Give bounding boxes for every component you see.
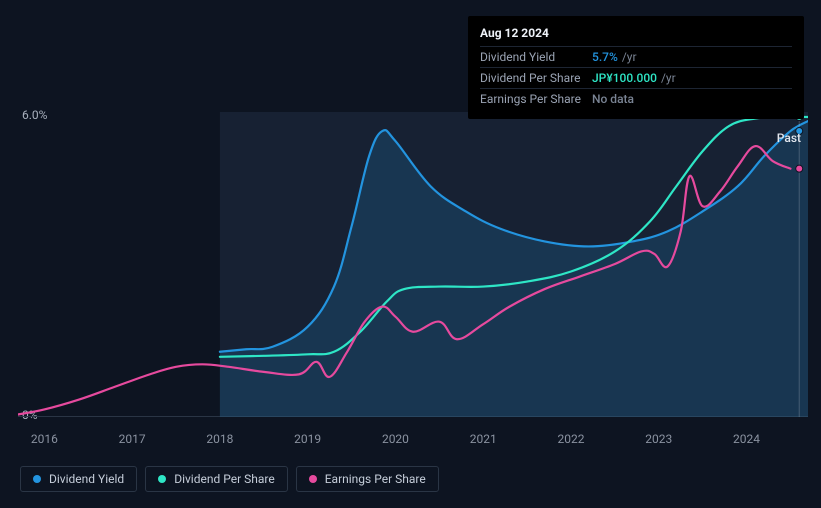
x-tick: 2017 <box>119 432 146 446</box>
tooltip-row: Dividend Per ShareJP¥100.000/yr <box>480 67 792 88</box>
legend-label: Dividend Yield <box>49 472 124 486</box>
x-axis: 2016 2017 2018 2019 2020 2021 2022 2023 2024 <box>18 432 808 446</box>
x-tick: 2019 <box>294 432 321 446</box>
past-marker-label: Past <box>777 131 801 145</box>
tooltip-row: Earnings Per ShareNo data <box>480 88 792 109</box>
chart-plot-area[interactable] <box>18 112 808 417</box>
x-tick: 2021 <box>470 432 497 446</box>
tooltip-date: Aug 12 2024 <box>480 24 792 46</box>
tooltip-label: Dividend Yield <box>480 50 592 64</box>
tooltip-value: 5.7% <box>592 50 618 64</box>
chart-tooltip: Aug 12 2024 Dividend Yield5.7%/yrDividen… <box>468 16 804 119</box>
legend-label: Earnings Per Share <box>325 472 426 486</box>
chart-svg <box>18 112 808 417</box>
legend-item-earnings_per_share[interactable]: Earnings Per Share <box>296 466 439 492</box>
legend-dot-icon <box>33 475 41 483</box>
legend-item-dividend_per_share[interactable]: Dividend Per Share <box>145 466 288 492</box>
legend-item-dividend_yield[interactable]: Dividend Yield <box>20 466 137 492</box>
x-tick: 2024 <box>733 432 760 446</box>
x-tick: 2018 <box>206 432 233 446</box>
chart-legend: Dividend Yield Dividend Per Share Earnings… <box>20 466 439 492</box>
tooltip-unit: /yr <box>661 71 676 85</box>
x-tick: 2016 <box>31 432 58 446</box>
tooltip-row: Dividend Yield5.7% /yr <box>480 46 792 67</box>
crosshair-dot-earnings_per_share <box>796 165 803 172</box>
legend-label: Dividend Per Share <box>174 472 275 486</box>
tooltip-label: Earnings Per Share <box>480 92 592 106</box>
tooltip-value: No data <box>592 92 634 106</box>
legend-dot-icon <box>158 475 166 483</box>
legend-dot-icon <box>309 475 317 483</box>
tooltip-label: Dividend Per Share <box>480 71 592 85</box>
tooltip-unit: /yr <box>622 50 637 64</box>
x-tick: 2022 <box>558 432 585 446</box>
x-tick: 2020 <box>382 432 409 446</box>
tooltip-value: JP¥100.000 <box>592 71 657 85</box>
x-tick: 2023 <box>645 432 672 446</box>
